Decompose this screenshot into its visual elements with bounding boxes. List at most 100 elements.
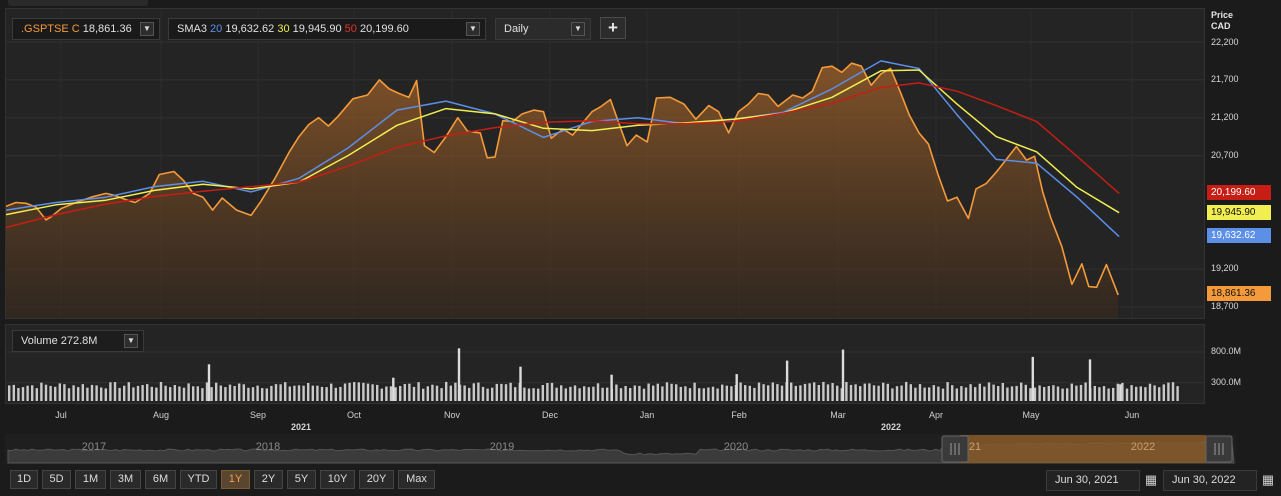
price-axis-title-line1: Price: [1211, 10, 1234, 20]
volume-bar: [1093, 386, 1096, 401]
volume-value: 272.8M: [60, 335, 98, 347]
volume-bar: [1139, 386, 1142, 401]
month-label: Nov: [443, 410, 461, 420]
volume-bar: [633, 385, 636, 401]
volume-bar: [702, 388, 705, 401]
sma20-period: 20: [210, 23, 223, 35]
range-button-1d[interactable]: 1D: [10, 470, 38, 489]
volume-bar: [81, 384, 84, 401]
volume-bar: [744, 385, 747, 401]
range-button-10y[interactable]: 10Y: [320, 470, 355, 489]
volume-bar: [150, 386, 153, 401]
volume-bar: [661, 386, 664, 401]
volume-bar: [836, 385, 839, 401]
volume-bar: [762, 384, 765, 401]
volume-bar: [1024, 384, 1027, 401]
volume-bar: [371, 384, 374, 401]
volume-spike-bar: [519, 366, 522, 401]
volume-bar: [1015, 385, 1018, 401]
month-label: Oct: [346, 410, 362, 420]
volume-bar: [914, 387, 917, 401]
volume-bar: [1130, 385, 1133, 401]
add-symbol-button[interactable]: +: [600, 17, 626, 39]
volume-bar: [366, 383, 370, 401]
price-axis-title-line2: CAD: [1211, 21, 1231, 31]
volume-bar: [90, 384, 94, 401]
volume-spike-bar: [207, 364, 211, 402]
volume-bar: [978, 383, 981, 401]
month-label: Jun: [1124, 410, 1140, 420]
volume-bar: [872, 385, 876, 401]
volume-bar: [854, 384, 857, 401]
toolbar-tab[interactable]: [8, 0, 148, 6]
volume-spike-bar: [735, 374, 738, 401]
gsptse-line: [6, 62, 1119, 296]
volume-bar: [1125, 388, 1129, 401]
price-tick: 20,700: [1211, 150, 1239, 160]
volume-bar: [261, 388, 264, 401]
range-button-1m[interactable]: 1M: [75, 470, 106, 489]
volume-bar: [40, 382, 43, 401]
volume-bar: [58, 383, 61, 401]
volume-bar: [831, 383, 834, 401]
volume-bar: [1075, 385, 1078, 401]
calendar-icon[interactable]: ▦: [1261, 472, 1275, 487]
chevron-down-icon[interactable]: ▼: [466, 22, 480, 36]
volume-bar: [780, 385, 784, 401]
chevron-down-icon[interactable]: ▼: [571, 22, 585, 36]
range-button-3m[interactable]: 3M: [110, 470, 141, 489]
volume-bar: [21, 387, 25, 401]
volume-bar: [596, 383, 600, 401]
close-last-tag: 18,861.36: [1207, 286, 1271, 301]
navigator-year: 2022: [1130, 441, 1156, 453]
sma30-value: 19,945.90: [292, 23, 342, 35]
range-button-5y[interactable]: 5Y: [287, 470, 316, 489]
date-to-input[interactable]: Jun 30, 2022: [1163, 470, 1257, 491]
volume-bar: [228, 384, 232, 401]
volume-bar: [113, 382, 117, 401]
range-button-ytd[interactable]: YTD: [180, 470, 217, 489]
volume-bar: [95, 385, 98, 401]
volume-bar: [1121, 382, 1124, 401]
volume-bar: [905, 381, 908, 401]
volume-bar: [500, 383, 503, 401]
volume-bar: [1038, 385, 1041, 401]
volume-bar: [403, 384, 406, 401]
range-navigator[interactable]: [5, 434, 1236, 464]
month-label: May: [1022, 410, 1040, 420]
range-button-6m[interactable]: 6M: [145, 470, 176, 489]
sma-legend[interactable]: SMA3 20 19,632.62 30 19,945.90 50 20,199…: [168, 18, 486, 40]
range-button-2y[interactable]: 2Y: [254, 470, 283, 489]
volume-legend[interactable]: Volume 272.8M ▼: [12, 330, 144, 352]
volume-bar: [960, 386, 963, 401]
volume-bar: [799, 385, 802, 401]
calendar-icon[interactable]: ▦: [1144, 472, 1158, 487]
volume-bars: [8, 348, 1179, 402]
chevron-down-icon[interactable]: ▼: [140, 22, 154, 36]
volume-bar: [716, 388, 719, 401]
volume-bar: [1079, 384, 1083, 401]
interval-select[interactable]: Daily ▼: [495, 18, 591, 40]
volume-bar: [868, 383, 871, 401]
range-button-5d[interactable]: 5D: [42, 470, 71, 489]
price-tick: 21,200: [1211, 112, 1239, 122]
volume-bar: [132, 387, 135, 401]
volume-bar: [348, 382, 351, 401]
range-button-max[interactable]: Max: [398, 470, 435, 489]
range-button-20y[interactable]: 20Y: [359, 470, 394, 489]
volume-bar: [109, 382, 112, 401]
volume-bar: [426, 386, 429, 401]
volume-bar: [127, 382, 130, 401]
range-button-1y[interactable]: 1Y: [221, 470, 250, 489]
volume-spike-bar: [841, 349, 845, 401]
chevron-down-icon[interactable]: ▼: [124, 334, 138, 348]
symbol-legend[interactable]: .GSPTSE C 18,861.36 ▼: [12, 18, 160, 40]
month-label: Jul: [55, 410, 67, 420]
volume-spike-bar: [1119, 384, 1122, 401]
volume-bar: [560, 385, 563, 401]
volume-bar: [923, 387, 926, 401]
volume-bar: [182, 387, 186, 401]
volume-bar: [1148, 383, 1152, 401]
date-from-input[interactable]: Jun 30, 2021: [1046, 470, 1140, 491]
